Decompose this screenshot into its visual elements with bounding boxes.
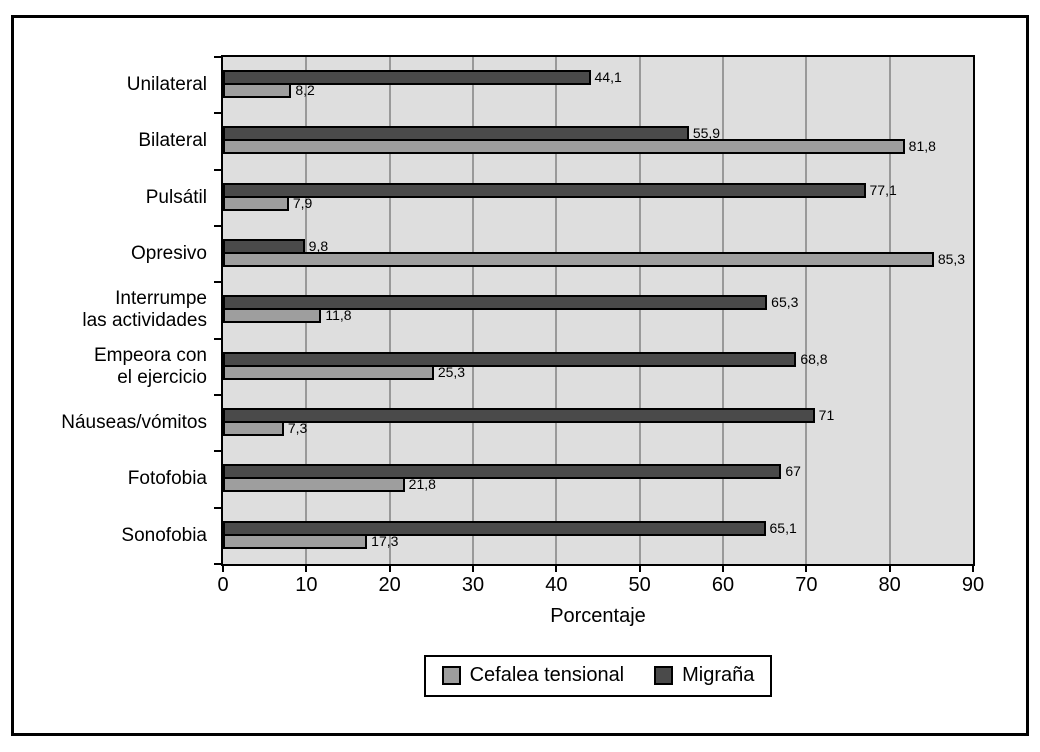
- gridline: [472, 57, 474, 564]
- y-tick: [214, 337, 221, 340]
- bar-cefalea-tensional: [223, 139, 905, 155]
- x-axis-title: Porcentaje: [550, 605, 646, 627]
- y-tick: [214, 450, 221, 453]
- category-label: Interrumpe las actividades: [82, 288, 207, 332]
- x-tick-label: 70: [795, 574, 818, 596]
- bar-value-label: 9,8: [308, 238, 329, 254]
- bar-cefalea-tensional: [223, 533, 368, 549]
- bar-cefalea-tensional: [223, 364, 434, 380]
- bar-cefalea-tensional: [223, 252, 934, 267]
- bar-value-label: 17,3: [371, 532, 399, 549]
- legend-swatch-icon: [654, 666, 674, 685]
- x-tick-label: 90: [961, 574, 985, 596]
- x-tick: [638, 566, 641, 572]
- category-axis: Unilateral Bilateral Pulsátil Opresivo Inter…: [0, 57, 214, 564]
- bar-value-label: 25,3: [437, 363, 466, 380]
- x-tick: [388, 566, 391, 572]
- category-label: Empeora con el ejercicio: [93, 344, 207, 388]
- bar-value-label: 7,9: [292, 194, 313, 211]
- x-tick-label: 80: [878, 574, 901, 596]
- bar-value-label: 77,1: [869, 181, 897, 198]
- category-label: Unilateral: [126, 74, 207, 96]
- bar-migrana: [223, 351, 797, 367]
- bar-value-label: 21,8: [408, 476, 436, 493]
- bar-migrana: [223, 70, 591, 85]
- x-tick-label: 50: [628, 574, 651, 596]
- category-label: Opresivo: [130, 243, 207, 265]
- bar-cefalea-tensional: [223, 308, 322, 324]
- plot-area: 44,1 8,2 55,9 81,8 77,1 7,9 9,8 85,3 65,3 11,8 68,…: [221, 55, 975, 566]
- legend: Cefalea tensional Migraña: [423, 655, 773, 697]
- bar-cefalea-tensional: [223, 83, 292, 98]
- legend-label: Migraña: [682, 664, 755, 686]
- bar-cefalea-tensional: [223, 195, 289, 211]
- legend-swatch-icon: [441, 666, 461, 685]
- category-label: Fotofobia: [127, 468, 207, 490]
- y-tick: [214, 506, 221, 509]
- bar-value-label: 44,1: [594, 69, 622, 85]
- bar-migrana: [223, 408, 815, 423]
- x-tick: [222, 566, 224, 572]
- y-tick: [214, 112, 221, 115]
- x-tick: [722, 566, 724, 572]
- bar-cefalea-tensional: [223, 477, 405, 493]
- y-tick: [214, 225, 221, 227]
- legend-row: Cefalea tensional Migraña: [221, 655, 975, 697]
- gridline: [638, 57, 641, 564]
- gridline: [805, 57, 808, 564]
- y-tick: [214, 563, 221, 565]
- category-label: Náuseas/vómitos: [61, 412, 207, 434]
- gridline: [388, 57, 391, 564]
- bar-value-label: 65,1: [769, 519, 797, 536]
- y-tick: [214, 56, 221, 58]
- x-tick: [972, 566, 974, 572]
- bar-migrana: [223, 295, 768, 311]
- y-tick: [214, 168, 221, 171]
- x-tick: [888, 566, 891, 572]
- bar-value-label: 85,3: [937, 251, 966, 267]
- bar-value-label: 71: [818, 407, 835, 423]
- bar-cefalea-tensional: [223, 421, 284, 436]
- category-label: Bilateral: [138, 130, 207, 152]
- y-tick: [214, 281, 221, 284]
- y-tick: [214, 394, 221, 396]
- bar-migrana: [223, 464, 782, 480]
- x-tick: [805, 566, 808, 572]
- bar-value-label: 11,8: [325, 307, 352, 324]
- bar-value-label: 65,3: [771, 294, 799, 311]
- gridline: [722, 57, 724, 564]
- bar-value-label: 8,2: [295, 82, 315, 98]
- x-tick-label: 30: [461, 574, 485, 596]
- x-tick-label: 20: [378, 574, 401, 596]
- bar-value-label: 67: [785, 463, 801, 480]
- x-tick: [305, 566, 308, 572]
- category-label: Sonofobia: [121, 524, 207, 546]
- bar-value-label: 55,9: [692, 125, 721, 142]
- legend-item: Cefalea tensional: [441, 664, 625, 687]
- x-tick-label: 60: [711, 574, 735, 596]
- bar-migrana: [223, 182, 866, 198]
- x-tick-label: 40: [545, 574, 568, 596]
- gridline: [555, 57, 558, 564]
- x-tick-label: 0: [217, 574, 229, 596]
- gridline: [888, 57, 891, 564]
- x-tick: [472, 566, 474, 572]
- bar-value-label: 81,8: [908, 138, 936, 155]
- bar-migrana: [223, 520, 766, 536]
- x-tick: [555, 566, 558, 572]
- legend-label: Cefalea tensional: [469, 664, 625, 686]
- legend-item: Migraña: [654, 664, 754, 687]
- bar-value-label: 68,8: [800, 350, 828, 367]
- x-tick-label: 10: [295, 574, 318, 596]
- category-label: Pulsátil: [145, 186, 207, 208]
- bar-value-label: 7,3: [287, 420, 308, 436]
